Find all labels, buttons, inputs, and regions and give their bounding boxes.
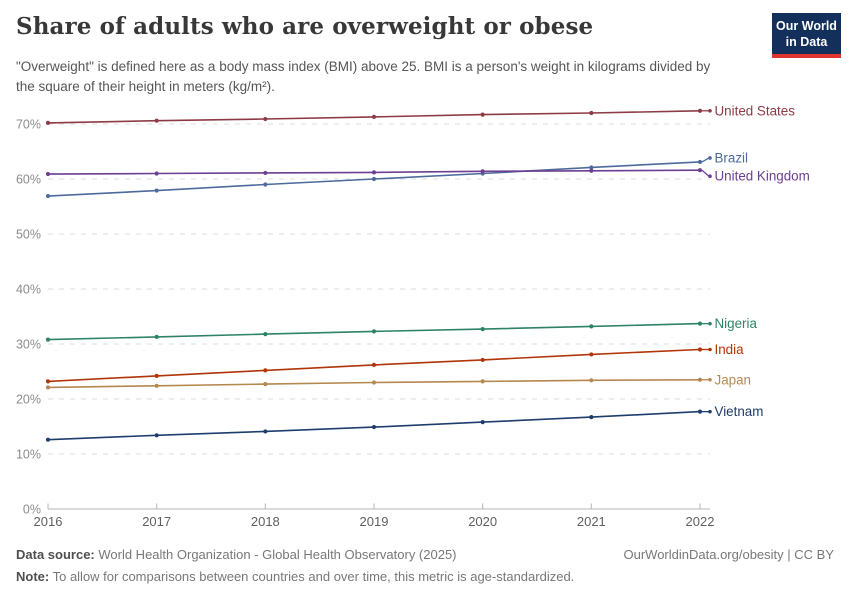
label-connector-dot-japan	[708, 377, 712, 382]
series-point-japan-2018[interactable]	[263, 382, 268, 387]
series-point-japan-2016[interactable]	[45, 385, 51, 390]
entity-label-vietnam[interactable]: Vietnam	[715, 404, 764, 419]
y-axis-label-30: 30%	[16, 338, 41, 352]
label-connector-dot-nigeria	[708, 321, 712, 326]
label-connector-dot-united-states	[708, 109, 712, 113]
label-connector-united-kingdom	[701, 169, 710, 177]
series-point-vietnam-2020[interactable]	[480, 420, 485, 425]
series-point-brazil-2019[interactable]	[371, 176, 377, 182]
entity-label-brazil[interactable]: Brazil	[715, 150, 749, 165]
footer-note-value: To allow for comparisons between countri…	[49, 569, 575, 584]
entity-label-united-states[interactable]: United States	[715, 103, 796, 118]
series-point-japan-2020[interactable]	[480, 379, 485, 384]
series-point-nigeria-2017[interactable]	[154, 334, 159, 339]
series-point-united-states-2020[interactable]	[480, 112, 485, 117]
x-axis-label-2017: 2017	[142, 514, 171, 529]
entity-label-india[interactable]: India	[715, 342, 745, 357]
series-point-vietnam-2017[interactable]	[154, 433, 159, 438]
series-point-united-kingdom-2018[interactable]	[263, 170, 268, 176]
series-point-united-kingdom-2021[interactable]	[589, 168, 594, 173]
series-point-nigeria-2022[interactable]	[697, 321, 703, 326]
series-point-india-2019[interactable]	[371, 362, 377, 367]
label-connector-dot-india	[708, 347, 712, 352]
x-axis-label-2022: 2022	[686, 514, 715, 529]
y-axis-label-60: 60%	[16, 173, 41, 187]
series-point-vietnam-2022[interactable]	[697, 409, 703, 414]
series-point-india-2018[interactable]	[263, 368, 268, 373]
y-axis-label-70: 70%	[16, 118, 41, 132]
series-point-japan-2017[interactable]	[154, 383, 159, 388]
footer-link[interactable]: OurWorldinData.org/obesity | CC BY	[623, 547, 835, 562]
entity-label-japan[interactable]: Japan	[715, 372, 751, 387]
page-title: Share of adults who are overweight or ob…	[16, 13, 594, 40]
entity-label-united-kingdom[interactable]: United Kingdom	[715, 169, 810, 184]
footer-note: Note: To allow for comparisons between c…	[16, 569, 574, 584]
series-point-india-2017[interactable]	[154, 373, 159, 378]
owid-logo-line2: in Data	[785, 34, 828, 49]
x-axis-label-2016: 2016	[34, 514, 63, 529]
y-axis-label-40: 40%	[16, 283, 41, 297]
series-point-india-2016[interactable]	[45, 379, 51, 384]
footer-datasource: Data source: World Health Organization -…	[16, 547, 457, 562]
owid-logo-line1: Our World	[776, 18, 837, 33]
label-connector-dot-vietnam	[708, 409, 712, 414]
label-connector-brazil	[701, 157, 710, 163]
series-point-united-kingdom-2020[interactable]	[480, 169, 485, 174]
series-point-brazil-2017[interactable]	[154, 188, 159, 193]
series-point-nigeria-2021[interactable]	[589, 324, 594, 329]
series-point-united-states-2017[interactable]	[154, 118, 159, 123]
series-point-brazil-2018[interactable]	[263, 182, 268, 187]
series-point-brazil-2016[interactable]	[45, 193, 51, 199]
series-point-india-2022[interactable]	[697, 347, 703, 352]
series-point-vietnam-2019[interactable]	[371, 424, 377, 430]
series-point-brazil-2022[interactable]	[697, 159, 703, 165]
footer-note-label: Note:	[16, 569, 50, 584]
series-point-brazil-2021[interactable]	[589, 165, 594, 170]
series-point-vietnam-2021[interactable]	[589, 415, 594, 420]
series-point-japan-2021[interactable]	[589, 378, 594, 383]
footer-datasource-label: Data source:	[16, 547, 95, 562]
series-point-india-2021[interactable]	[589, 352, 594, 357]
y-axis-label-10: 10%	[16, 448, 41, 462]
series-point-japan-2019[interactable]	[371, 380, 377, 385]
x-axis-label-2018: 2018	[251, 514, 280, 529]
series-point-nigeria-2019[interactable]	[371, 329, 377, 334]
footer-datasource-value: World Health Organization - Global Healt…	[94, 547, 457, 562]
y-axis-label-50: 50%	[16, 228, 41, 242]
x-axis-label-2020: 2020	[468, 514, 497, 529]
series-point-united-kingdom-2022[interactable]	[697, 168, 703, 173]
label-connector-dot-brazil	[708, 156, 712, 160]
series-point-nigeria-2020[interactable]	[480, 327, 485, 332]
series-point-united-states-2019[interactable]	[371, 114, 377, 119]
series-point-vietnam-2018[interactable]	[263, 429, 268, 434]
series-point-nigeria-2018[interactable]	[263, 332, 268, 337]
series-point-united-states-2022[interactable]	[697, 108, 703, 113]
series-point-united-states-2018[interactable]	[263, 116, 268, 122]
chart-subtitle: "Overweight" is defined here as a body m…	[16, 59, 711, 95]
y-axis-label-0: 0%	[23, 503, 41, 517]
owid-logo[interactable]: Our World in Data	[772, 13, 841, 58]
y-axis-label-20: 20%	[16, 393, 41, 407]
series-point-united-states-2021[interactable]	[589, 110, 594, 116]
series-point-vietnam-2016[interactable]	[45, 437, 51, 442]
series-point-nigeria-2016[interactable]	[45, 337, 51, 342]
series-point-united-kingdom-2019[interactable]	[371, 170, 377, 175]
label-connector-dot-united-kingdom	[708, 174, 712, 178]
x-axis-label-2021: 2021	[577, 514, 606, 529]
series-point-united-kingdom-2017[interactable]	[154, 171, 159, 176]
x-axis-label-2019: 2019	[360, 514, 389, 529]
series-point-united-states-2016[interactable]	[45, 120, 51, 125]
series-point-japan-2022[interactable]	[697, 377, 703, 382]
entity-label-nigeria[interactable]: Nigeria	[715, 316, 758, 331]
series-point-india-2020[interactable]	[480, 357, 485, 363]
series-point-united-kingdom-2016[interactable]	[45, 171, 51, 177]
